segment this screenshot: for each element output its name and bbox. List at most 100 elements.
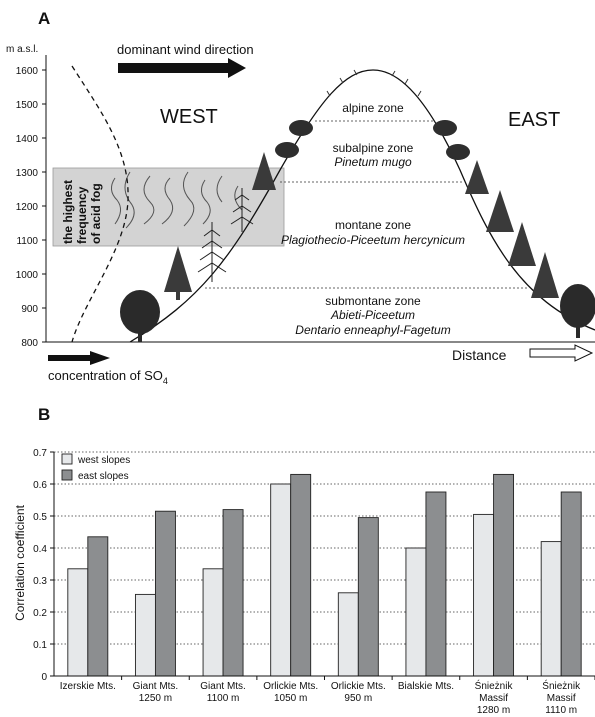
bar-west-slopes bbox=[67, 568, 89, 677]
chart-xtick-label: Massif bbox=[479, 693, 508, 704]
montane-species: Plagiothecio-Piceetum hercynicum bbox=[281, 233, 465, 247]
panel-a-ytick-label: 1600 bbox=[16, 66, 39, 77]
panel-b-label: B bbox=[38, 405, 50, 424]
panel-a-ytick-label: 1400 bbox=[16, 134, 39, 145]
east-label: EAST bbox=[508, 109, 560, 131]
chart-xtick-label: Giant Mts. bbox=[200, 681, 246, 692]
so4-label-subscript: 4 bbox=[163, 376, 168, 386]
chart-yticks: 0 0.1 0.2 0.3 0.4 0.5 0.6 0.7 bbox=[33, 448, 54, 683]
submontane-zone-label: submontane zone bbox=[325, 294, 421, 308]
chart-xtick-label: Śnieżnik bbox=[475, 679, 514, 692]
legend-label: west slopes bbox=[77, 455, 130, 466]
bar-east-slopes bbox=[357, 517, 379, 677]
chart-xtick-label: Bialskie Mts. bbox=[398, 681, 454, 692]
so4-concentration-curve bbox=[71, 65, 129, 343]
fog-label-line-2: frequency bbox=[75, 186, 89, 244]
wind-direction-label: dominant wind direction bbox=[117, 42, 254, 57]
bar-east-slopes bbox=[493, 473, 515, 677]
chart-ytick-label: 0.5 bbox=[33, 512, 47, 523]
so4-label-text: concentration of SO bbox=[48, 368, 163, 383]
distance-label: Distance bbox=[452, 347, 507, 363]
acid-fog-band bbox=[52, 167, 285, 247]
panel-b: B Correlation coefficient 00.10.20.30.40… bbox=[13, 405, 595, 716]
legend-label: east slopes bbox=[78, 471, 129, 482]
chart-ytick-label: 0.2 bbox=[33, 608, 47, 619]
bar-east-slopes bbox=[154, 510, 176, 677]
panel-a-label: A bbox=[38, 9, 50, 28]
bar-east-slopes bbox=[425, 491, 447, 677]
panel-a-ytick-label: 1500 bbox=[16, 100, 39, 111]
chart-legend: west slopes east slopes bbox=[61, 453, 130, 482]
chart-xtick-label: Śnieżnik bbox=[542, 679, 581, 692]
bar-west-slopes bbox=[540, 541, 562, 677]
west-label: WEST bbox=[160, 106, 218, 128]
fog-label-line-1: the highest bbox=[61, 180, 75, 244]
panel-a-ytick-label: 1100 bbox=[16, 236, 38, 247]
bar-west-slopes bbox=[405, 547, 427, 677]
chart-ytick-label: 0.7 bbox=[33, 448, 47, 459]
chart-xtick-label: Massif bbox=[547, 693, 576, 704]
mountain-profile bbox=[129, 69, 595, 343]
bar-east-slopes bbox=[560, 491, 582, 677]
alpine-shrubs bbox=[326, 69, 422, 97]
chart-xtick-label: 950 m bbox=[344, 693, 372, 704]
legend-swatch bbox=[61, 453, 73, 465]
chart-xtick-label: Orlickie Mts. bbox=[263, 681, 318, 692]
bar-east-slopes bbox=[222, 509, 244, 677]
chart-gridlines bbox=[54, 451, 595, 645]
chart-xtick-label: 1110 m bbox=[545, 705, 577, 716]
fog-label: the highest frequency of acid fog bbox=[61, 180, 103, 244]
tree-icon bbox=[197, 188, 254, 282]
chart-ytick-label: 0.6 bbox=[33, 480, 47, 491]
chart-xtick-label: 1250 m bbox=[139, 693, 172, 704]
chart-ytick-label: 0.3 bbox=[33, 576, 47, 587]
chart-xtick-label: 1100 m bbox=[207, 693, 240, 704]
chart-xtick-label: Giant Mts. bbox=[133, 681, 179, 692]
panel-a-ytick-label: 1000 bbox=[16, 270, 39, 281]
tree-icon bbox=[164, 246, 192, 300]
tree-icon bbox=[120, 290, 160, 342]
panel-a-yaxis-label: m a.s.l. bbox=[6, 44, 38, 55]
submontane-species-2: Dentario enneaphyl-Fagetum bbox=[295, 323, 450, 337]
chart-xtick-label: 1050 m bbox=[274, 693, 307, 704]
panel-a-yticks: 1600 1500 1400 1300 1200 1100 1000 900 800 bbox=[16, 66, 46, 349]
tree-icon bbox=[275, 120, 470, 160]
trees bbox=[120, 120, 595, 342]
chart-ytick-label: 0.1 bbox=[33, 640, 47, 651]
wind-arrow-icon bbox=[118, 58, 246, 78]
chart-bars bbox=[67, 473, 582, 677]
bar-west-slopes bbox=[337, 592, 359, 677]
distance-arrow-icon bbox=[529, 344, 594, 362]
subalpine-zone-label: subalpine zone bbox=[333, 141, 414, 155]
alpine-zone-label: alpine zone bbox=[342, 101, 404, 115]
panel-a-ytick-label: 1200 bbox=[16, 202, 39, 213]
bar-west-slopes bbox=[134, 593, 156, 677]
bar-west-slopes bbox=[473, 513, 495, 677]
montane-zone-label: montane zone bbox=[335, 218, 411, 232]
tree-icon bbox=[560, 284, 595, 338]
tree-icon bbox=[252, 152, 276, 190]
panel-a-ytick-label: 800 bbox=[21, 338, 38, 349]
panel-a-ytick-label: 900 bbox=[21, 304, 38, 315]
panel-a: A m a.s.l. 1600 1500 1400 1300 1200 1100 1000 9… bbox=[6, 9, 595, 386]
subalpine-species: Pinetum mugo bbox=[334, 155, 412, 169]
tree-icon bbox=[465, 160, 559, 298]
bar-west-slopes bbox=[202, 568, 224, 677]
chart-xtick-label: 1280 m bbox=[477, 705, 510, 716]
chart-ytick-label: 0 bbox=[41, 672, 47, 683]
bar-west-slopes bbox=[270, 483, 292, 677]
submontane-species-1: Abieti-Piceetum bbox=[330, 308, 415, 322]
bar-east-slopes bbox=[87, 536, 109, 677]
chart-ylabel: Correlation coefficient bbox=[13, 504, 27, 621]
so4-label: concentration of SO4 bbox=[48, 368, 168, 386]
chart-ytick-label: 0.4 bbox=[33, 544, 47, 555]
fog-swirls bbox=[111, 171, 243, 229]
so4-arrow-icon bbox=[48, 351, 110, 365]
chart-xtick-label: Orlickie Mts. bbox=[331, 681, 386, 692]
fog-label-line-3: of acid fog bbox=[89, 183, 103, 244]
bar-east-slopes bbox=[290, 473, 312, 677]
panel-a-ytick-label: 1300 bbox=[16, 168, 39, 179]
chart-xtick-label: Izerskie Mts. bbox=[60, 681, 116, 692]
